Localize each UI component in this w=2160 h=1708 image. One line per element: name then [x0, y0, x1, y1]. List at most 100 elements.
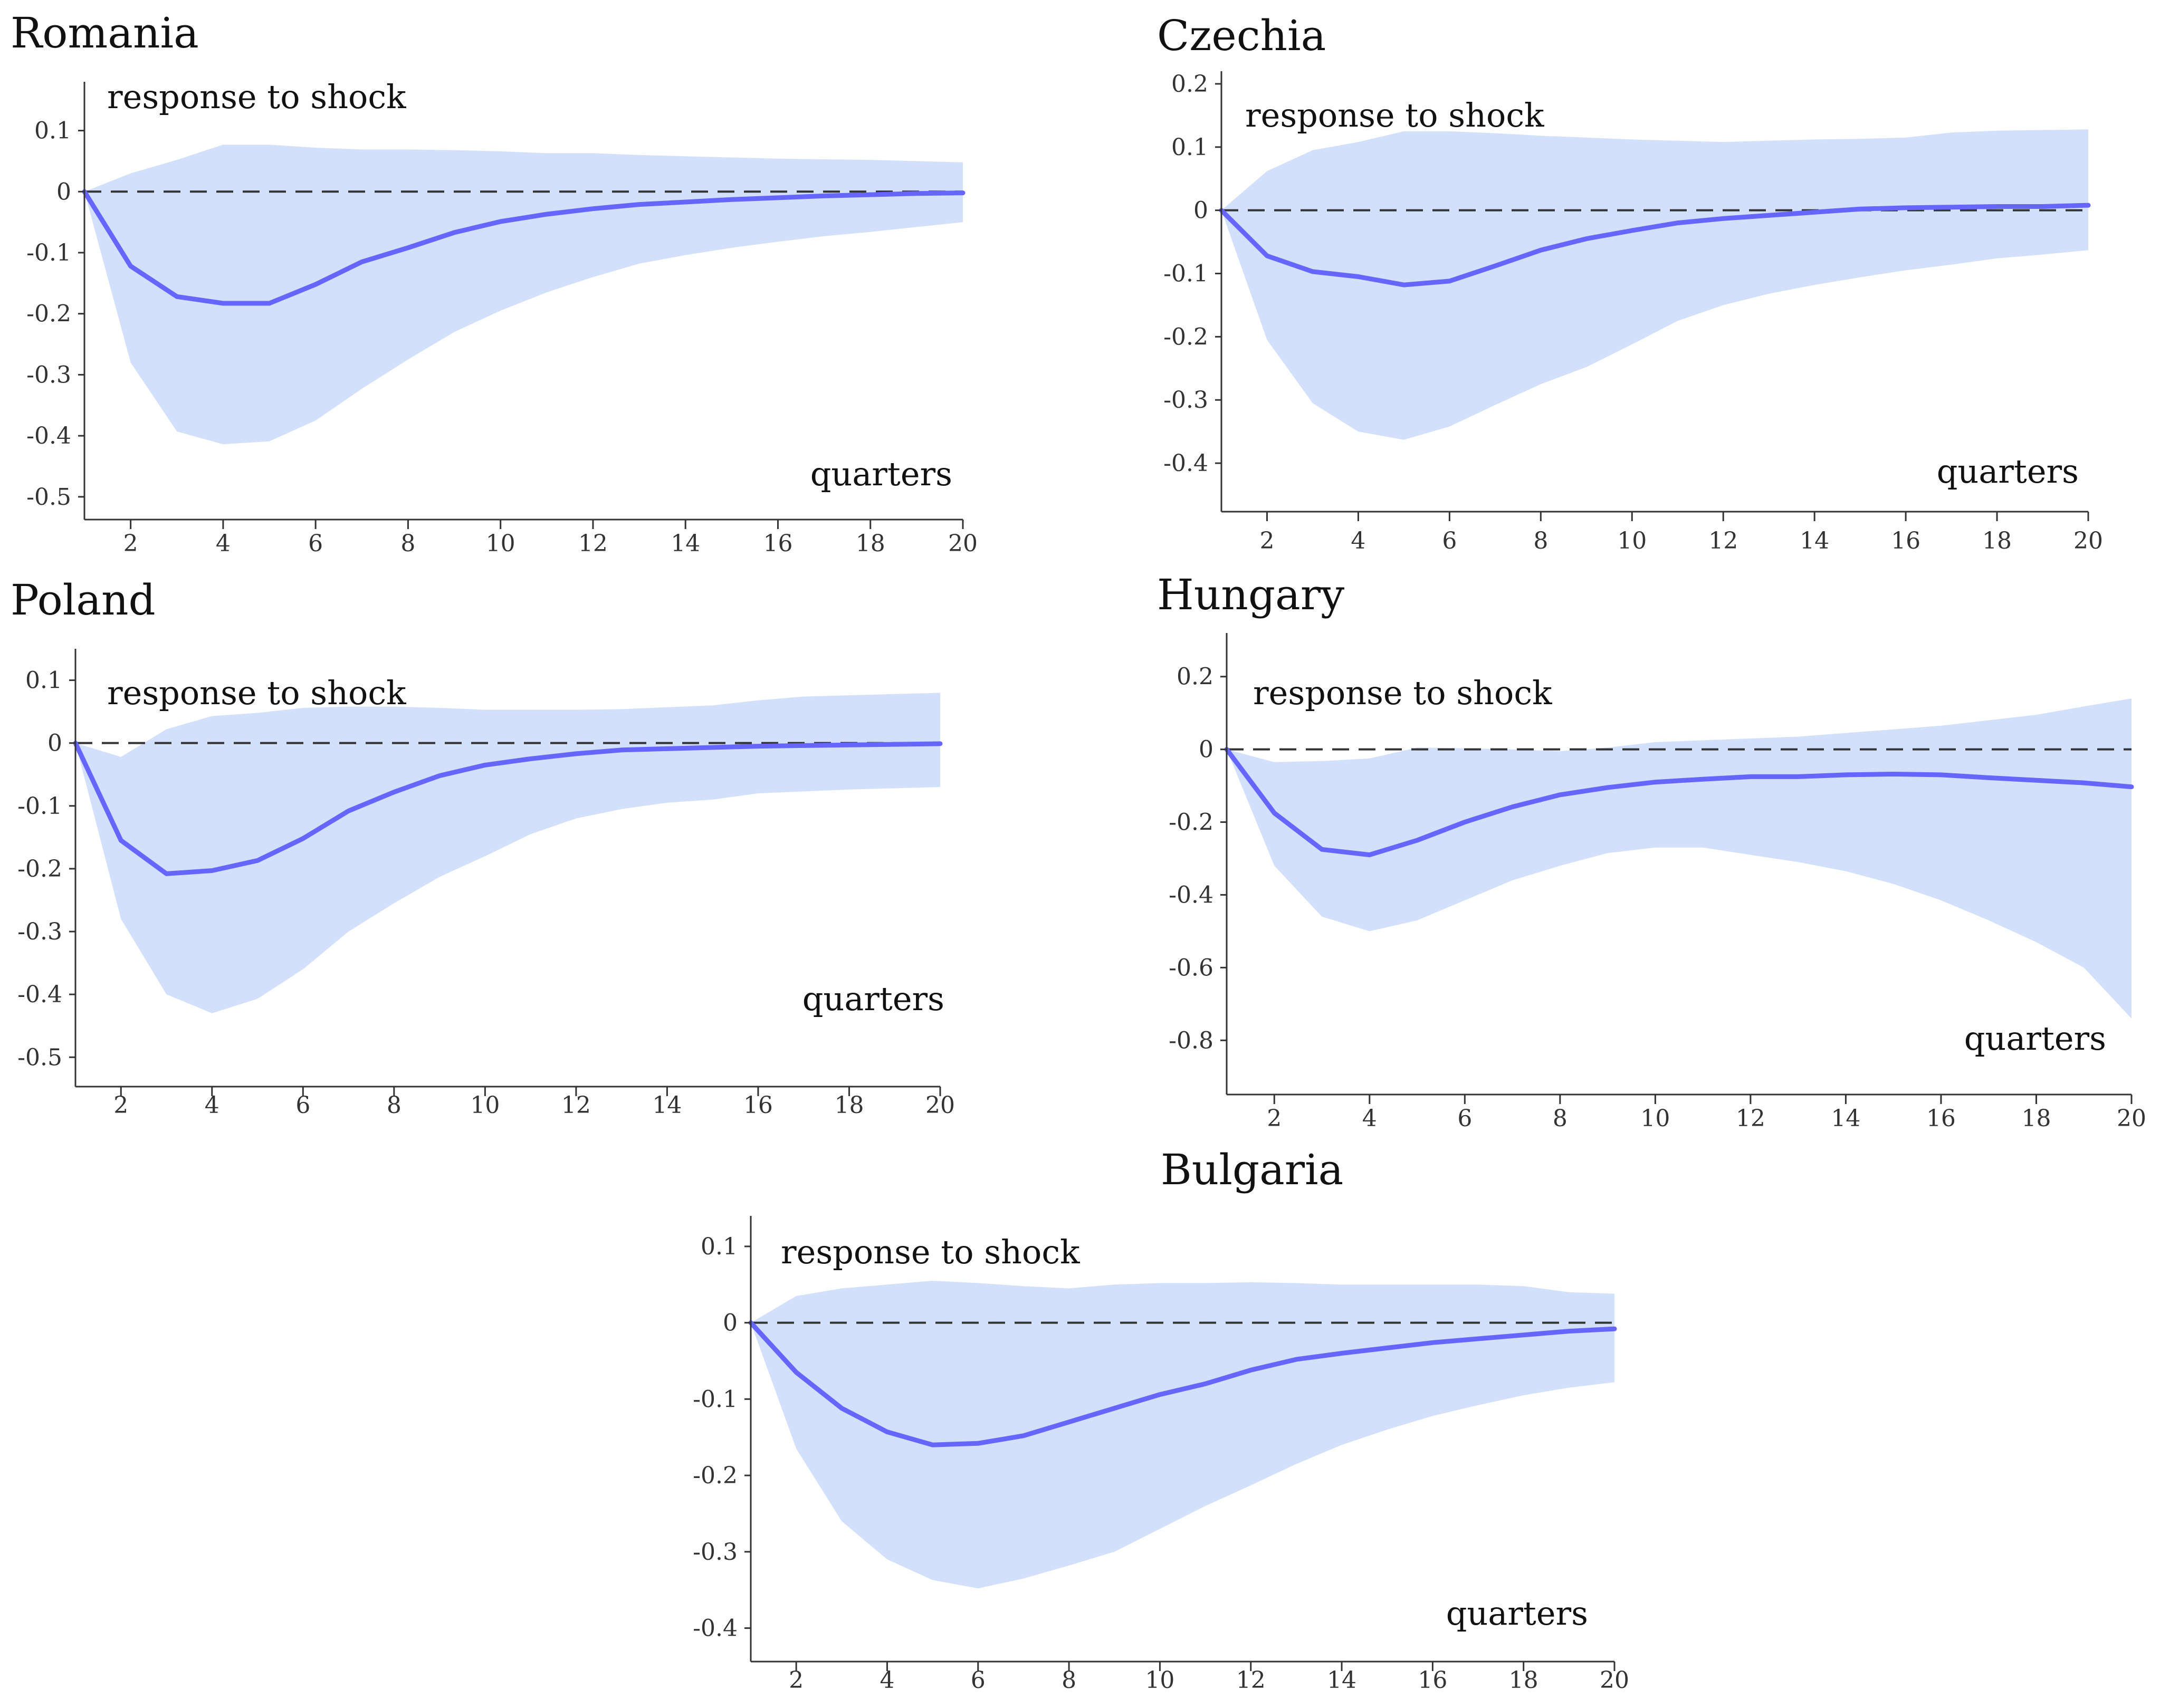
y-tick-label: -0.4	[1163, 450, 1208, 477]
x-tick-label: 16	[743, 1092, 773, 1119]
x-tick-label: 6	[1457, 1105, 1472, 1132]
x-tick-label: 4	[205, 1092, 219, 1119]
y-tick-label: -0.2	[17, 856, 62, 882]
y-tick-label: -0.4	[17, 981, 62, 1008]
x-tick-label: 4	[216, 530, 231, 557]
x-tick-label: 10	[1145, 1667, 1174, 1694]
x-tick-label: 16	[1418, 1667, 1447, 1694]
x-tick-label: 10	[470, 1092, 500, 1119]
series-annotation: response to shock	[1253, 674, 1552, 712]
x-tick-label: 2	[1259, 527, 1274, 554]
x-tick-label: 18	[2021, 1105, 2051, 1132]
x-tick-label: 10	[1640, 1105, 1670, 1132]
x-tick-label: 14	[1831, 1105, 1860, 1132]
response-line	[1224, 747, 2134, 858]
x-tick-label: 12	[1236, 1667, 1266, 1694]
x-tick-label: 18	[1982, 527, 2012, 554]
y-tick-label: 0.2	[1171, 71, 1208, 98]
x-tick-label: 4	[880, 1667, 894, 1694]
x-tick-label: 6	[308, 530, 323, 557]
response-line	[73, 741, 943, 876]
poland-panel: 0.1 0 -0.1 -0.2 -0.3 -0.4 -0.5 2 4 6 8 10 12 14 16 18 20…	[11, 575, 955, 1119]
y-tick-label: -0.4	[1169, 881, 1213, 908]
y-tick-label: -0.3	[1163, 387, 1208, 414]
x-tick-label: 14	[1800, 527, 1829, 554]
panel-title: Czechia	[1157, 11, 1326, 60]
response-line	[748, 1320, 1617, 1447]
y-tick-label: 0.1	[34, 118, 71, 145]
x-tick-label: 18	[856, 530, 885, 557]
confidence-band	[84, 145, 963, 445]
x-tick-label: 8	[1062, 1667, 1076, 1694]
y-tick-label: 0.1	[701, 1233, 738, 1260]
confidence-band	[75, 693, 940, 1013]
x-tick-label: 12	[1736, 1105, 1765, 1132]
czechia-panel: 0.2 0.1 0 -0.1 -0.2 -0.3 -0.4 2 4 6 8 10 12 14 16 18 20 C…	[1157, 11, 2103, 554]
y-tick-label: -0.2	[1163, 323, 1208, 350]
y-tick-label: -0.2	[26, 301, 71, 328]
x-tick-label: 6	[295, 1092, 310, 1119]
x-tick-label: 6	[1442, 527, 1457, 554]
confidence-band	[751, 1281, 1614, 1589]
series-annotation: response to shock	[107, 674, 406, 712]
x-tick-label: 18	[1509, 1667, 1538, 1694]
x-tick-label: 14	[1327, 1667, 1356, 1694]
x-tick-label: 12	[1708, 527, 1738, 554]
x-axis-label: quarters	[810, 455, 952, 493]
y-tick-label: -0.4	[26, 423, 71, 449]
x-tick-label: 8	[1553, 1105, 1568, 1132]
x-tick-label: 20	[925, 1092, 955, 1119]
x-tick-label: 12	[561, 1092, 591, 1119]
x-axis-label: quarters	[1937, 452, 2079, 491]
y-tick-label: -0.1	[26, 239, 71, 266]
bulgaria-panel: 0.1 0 -0.1 -0.2 -0.3 -0.4 2 4 6 8 10 12 14 16 18 20 Bulg…	[693, 1145, 1629, 1694]
y-tick-label: -0.2	[693, 1462, 738, 1489]
y-tick-label: -0.3	[26, 361, 71, 388]
y-tick-label: 0	[1199, 736, 1213, 763]
x-tick-label: 16	[1926, 1105, 1956, 1132]
x-tick-label: 14	[652, 1092, 682, 1119]
x-tick-label: 20	[2073, 527, 2103, 554]
x-tick-label: 8	[400, 530, 415, 557]
y-tick-label: -0.3	[17, 918, 62, 945]
panel-title: Romania	[11, 8, 199, 57]
series-annotation: response to shock	[107, 78, 406, 116]
x-tick-label: 8	[387, 1092, 402, 1119]
x-tick-label: 2	[113, 1092, 128, 1119]
x-axis-label: quarters	[1964, 1019, 2106, 1058]
x-tick-label: 2	[789, 1667, 804, 1694]
x-tick-label: 20	[2117, 1105, 2146, 1132]
y-tick-label: -0.5	[26, 484, 71, 511]
confidence-band	[1221, 129, 2088, 440]
response-line	[1219, 203, 2091, 287]
x-tick-label: 10	[1617, 527, 1647, 554]
y-tick-label: -0.1	[693, 1386, 738, 1413]
x-tick-label: 2	[123, 530, 138, 557]
y-tick-label: 0	[47, 730, 62, 757]
x-tick-label: 18	[834, 1092, 864, 1119]
y-tick-label: 0	[56, 178, 71, 205]
x-tick-label: 16	[763, 530, 792, 557]
x-tick-label: 20	[1600, 1667, 1629, 1694]
y-tick-label: -0.5	[17, 1044, 62, 1071]
x-tick-label: 8	[1533, 527, 1548, 554]
x-axis-label: quarters	[802, 980, 944, 1018]
y-tick-label: -0.3	[693, 1539, 738, 1566]
x-tick-label: 12	[578, 530, 608, 557]
y-tick-label: -0.2	[1169, 809, 1213, 836]
x-tick-label: 4	[1351, 527, 1365, 554]
panel-title: Hungary	[1157, 570, 1344, 619]
response-line	[82, 189, 966, 306]
y-tick-label: 0.1	[1171, 134, 1208, 161]
x-tick-label: 16	[1891, 527, 1920, 554]
x-tick-label: 20	[948, 530, 978, 557]
y-tick-label: -0.4	[693, 1615, 738, 1642]
y-tick-label: 0.1	[25, 667, 62, 694]
series-annotation: response to shock	[781, 1233, 1080, 1271]
x-tick-label: 6	[971, 1667, 986, 1694]
x-tick-label: 14	[671, 530, 700, 557]
y-tick-label: 0	[1193, 197, 1208, 224]
hungary-panel: 0.2 0 -0.2 -0.4 -0.6 -0.8 2 4 6 8 10 12 14 16 18 20 Hung…	[1157, 570, 2146, 1132]
y-tick-label: 0	[723, 1310, 738, 1337]
